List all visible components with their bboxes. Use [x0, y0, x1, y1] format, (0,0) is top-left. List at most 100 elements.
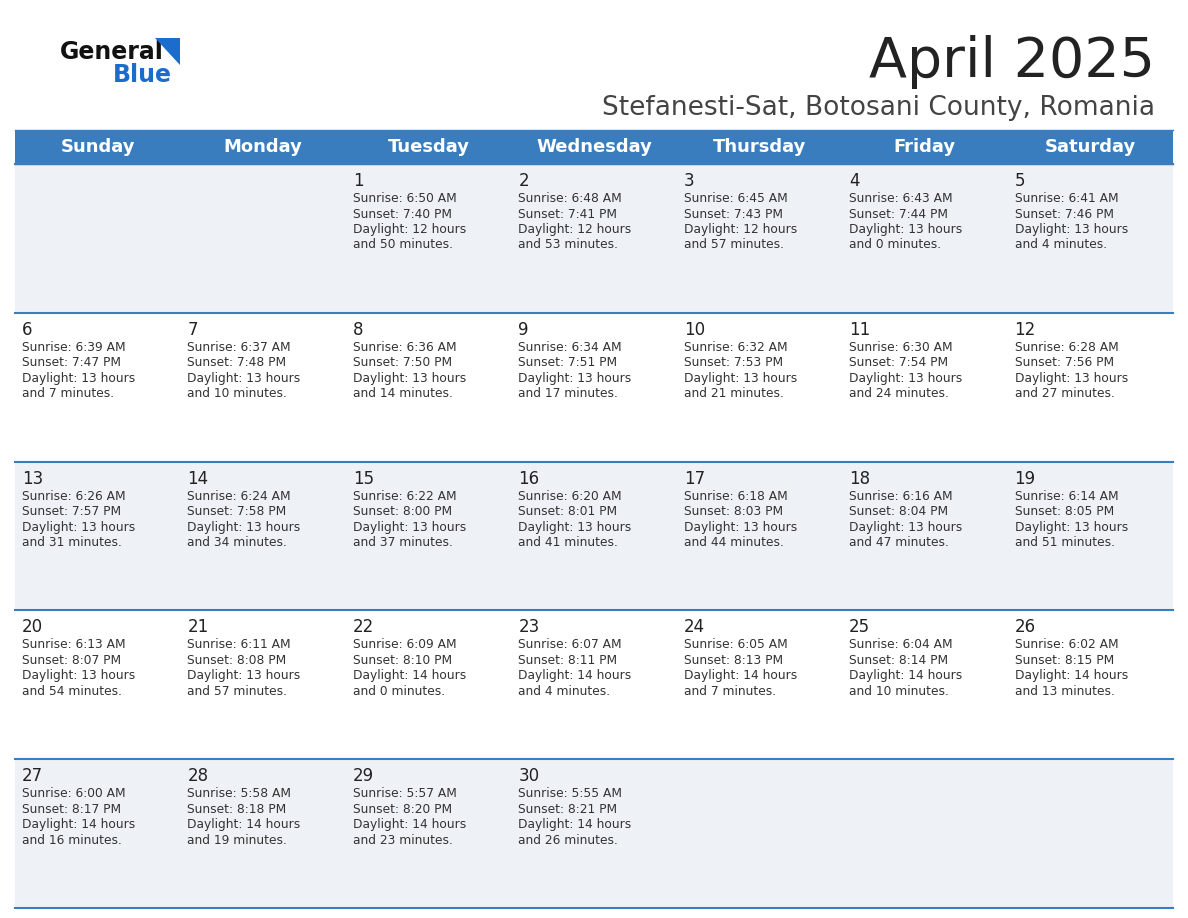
Text: and 0 minutes.: and 0 minutes.	[353, 685, 446, 698]
Text: Sunset: 8:14 PM: Sunset: 8:14 PM	[849, 654, 948, 666]
Text: Sunset: 7:41 PM: Sunset: 7:41 PM	[518, 207, 618, 220]
Text: Sunset: 8:04 PM: Sunset: 8:04 PM	[849, 505, 948, 518]
Text: Stefanesti-Sat, Botosani County, Romania: Stefanesti-Sat, Botosani County, Romania	[602, 95, 1155, 121]
Text: Daylight: 14 hours: Daylight: 14 hours	[1015, 669, 1127, 682]
Text: and 47 minutes.: and 47 minutes.	[849, 536, 949, 549]
Text: Sunrise: 6:45 AM: Sunrise: 6:45 AM	[684, 192, 788, 205]
Text: 3: 3	[684, 172, 694, 190]
Text: 17: 17	[684, 470, 704, 487]
Text: and 44 minutes.: and 44 minutes.	[684, 536, 784, 549]
Text: Daylight: 12 hours: Daylight: 12 hours	[518, 223, 632, 236]
Text: Daylight: 14 hours: Daylight: 14 hours	[188, 818, 301, 831]
Text: and 4 minutes.: and 4 minutes.	[518, 685, 611, 698]
Text: 12: 12	[1015, 320, 1036, 339]
Text: and 4 minutes.: and 4 minutes.	[1015, 239, 1107, 252]
Text: Sunrise: 6:18 AM: Sunrise: 6:18 AM	[684, 489, 788, 502]
Text: Daylight: 13 hours: Daylight: 13 hours	[188, 669, 301, 682]
Text: Sunset: 7:40 PM: Sunset: 7:40 PM	[353, 207, 451, 220]
Text: Daylight: 13 hours: Daylight: 13 hours	[849, 223, 962, 236]
Text: 29: 29	[353, 767, 374, 785]
Text: 1: 1	[353, 172, 364, 190]
Text: Sunrise: 5:55 AM: Sunrise: 5:55 AM	[518, 788, 623, 800]
Text: Sunset: 7:54 PM: Sunset: 7:54 PM	[849, 356, 948, 369]
Text: and 16 minutes.: and 16 minutes.	[23, 834, 122, 846]
Text: Sunset: 7:57 PM: Sunset: 7:57 PM	[23, 505, 121, 518]
Text: Daylight: 13 hours: Daylight: 13 hours	[188, 372, 301, 385]
Text: Sunrise: 6:48 AM: Sunrise: 6:48 AM	[518, 192, 623, 205]
Text: 26: 26	[1015, 619, 1036, 636]
Text: Sunrise: 6:11 AM: Sunrise: 6:11 AM	[188, 638, 291, 652]
Text: and 53 minutes.: and 53 minutes.	[518, 239, 618, 252]
Text: 23: 23	[518, 619, 539, 636]
Text: Sunrise: 6:26 AM: Sunrise: 6:26 AM	[23, 489, 126, 502]
Text: and 57 minutes.: and 57 minutes.	[684, 239, 784, 252]
Text: Sunset: 8:17 PM: Sunset: 8:17 PM	[23, 802, 121, 816]
Text: Sunrise: 6:00 AM: Sunrise: 6:00 AM	[23, 788, 126, 800]
Text: and 7 minutes.: and 7 minutes.	[684, 685, 776, 698]
Text: Sunrise: 6:28 AM: Sunrise: 6:28 AM	[1015, 341, 1118, 353]
Text: Daylight: 13 hours: Daylight: 13 hours	[23, 669, 135, 682]
Text: Daylight: 12 hours: Daylight: 12 hours	[684, 223, 797, 236]
Text: Sunrise: 5:58 AM: Sunrise: 5:58 AM	[188, 788, 291, 800]
Text: Sunrise: 6:24 AM: Sunrise: 6:24 AM	[188, 489, 291, 502]
Text: 4: 4	[849, 172, 860, 190]
Text: April 2025: April 2025	[868, 35, 1155, 89]
Text: 21: 21	[188, 619, 209, 636]
Text: Daylight: 13 hours: Daylight: 13 hours	[684, 521, 797, 533]
Text: Wednesday: Wednesday	[536, 138, 652, 156]
Text: 16: 16	[518, 470, 539, 487]
Text: 6: 6	[23, 320, 32, 339]
Text: 30: 30	[518, 767, 539, 785]
Text: Sunset: 8:15 PM: Sunset: 8:15 PM	[1015, 654, 1114, 666]
Text: Daylight: 14 hours: Daylight: 14 hours	[684, 669, 797, 682]
Text: and 10 minutes.: and 10 minutes.	[188, 387, 287, 400]
Text: Sunset: 7:53 PM: Sunset: 7:53 PM	[684, 356, 783, 369]
Text: Daylight: 12 hours: Daylight: 12 hours	[353, 223, 466, 236]
Text: 2: 2	[518, 172, 529, 190]
Text: Sunset: 8:10 PM: Sunset: 8:10 PM	[353, 654, 451, 666]
Text: and 0 minutes.: and 0 minutes.	[849, 239, 941, 252]
Text: Sunset: 8:18 PM: Sunset: 8:18 PM	[188, 802, 286, 816]
Text: 14: 14	[188, 470, 209, 487]
Text: and 37 minutes.: and 37 minutes.	[353, 536, 453, 549]
Text: Sunset: 8:01 PM: Sunset: 8:01 PM	[518, 505, 618, 518]
Text: Sunrise: 6:30 AM: Sunrise: 6:30 AM	[849, 341, 953, 353]
Text: Sunrise: 6:39 AM: Sunrise: 6:39 AM	[23, 341, 126, 353]
Text: and 51 minutes.: and 51 minutes.	[1015, 536, 1114, 549]
Text: Sunrise: 6:22 AM: Sunrise: 6:22 AM	[353, 489, 456, 502]
Text: Sunrise: 6:09 AM: Sunrise: 6:09 AM	[353, 638, 456, 652]
Text: Sunset: 8:03 PM: Sunset: 8:03 PM	[684, 505, 783, 518]
Text: Sunset: 7:47 PM: Sunset: 7:47 PM	[23, 356, 121, 369]
Text: Friday: Friday	[893, 138, 956, 156]
Text: 27: 27	[23, 767, 43, 785]
Text: Sunset: 8:20 PM: Sunset: 8:20 PM	[353, 802, 451, 816]
Text: 8: 8	[353, 320, 364, 339]
Text: Sunset: 7:48 PM: Sunset: 7:48 PM	[188, 356, 286, 369]
Text: Daylight: 14 hours: Daylight: 14 hours	[849, 669, 962, 682]
Text: 5: 5	[1015, 172, 1025, 190]
Text: and 24 minutes.: and 24 minutes.	[849, 387, 949, 400]
Text: Daylight: 13 hours: Daylight: 13 hours	[684, 372, 797, 385]
Text: 19: 19	[1015, 470, 1036, 487]
Text: Sunset: 7:44 PM: Sunset: 7:44 PM	[849, 207, 948, 220]
Text: and 13 minutes.: and 13 minutes.	[1015, 685, 1114, 698]
Text: Sunset: 7:51 PM: Sunset: 7:51 PM	[518, 356, 618, 369]
Text: Sunrise: 6:43 AM: Sunrise: 6:43 AM	[849, 192, 953, 205]
Text: Daylight: 13 hours: Daylight: 13 hours	[1015, 521, 1127, 533]
Text: Blue: Blue	[113, 63, 172, 87]
Text: Sunrise: 6:16 AM: Sunrise: 6:16 AM	[849, 489, 953, 502]
Text: and 26 minutes.: and 26 minutes.	[518, 834, 618, 846]
Text: Sunrise: 6:32 AM: Sunrise: 6:32 AM	[684, 341, 788, 353]
Text: and 17 minutes.: and 17 minutes.	[518, 387, 618, 400]
Polygon shape	[154, 38, 181, 65]
Bar	[15, 313, 1173, 462]
Text: Saturday: Saturday	[1044, 138, 1136, 156]
Text: Tuesday: Tuesday	[387, 138, 469, 156]
Text: Sunset: 8:08 PM: Sunset: 8:08 PM	[188, 654, 286, 666]
Text: Sunrise: 6:14 AM: Sunrise: 6:14 AM	[1015, 489, 1118, 502]
Text: Sunrise: 6:05 AM: Sunrise: 6:05 AM	[684, 638, 788, 652]
Text: Sunrise: 6:50 AM: Sunrise: 6:50 AM	[353, 192, 456, 205]
Text: and 50 minutes.: and 50 minutes.	[353, 239, 453, 252]
Text: Daylight: 13 hours: Daylight: 13 hours	[23, 372, 135, 385]
Text: Daylight: 13 hours: Daylight: 13 hours	[1015, 372, 1127, 385]
